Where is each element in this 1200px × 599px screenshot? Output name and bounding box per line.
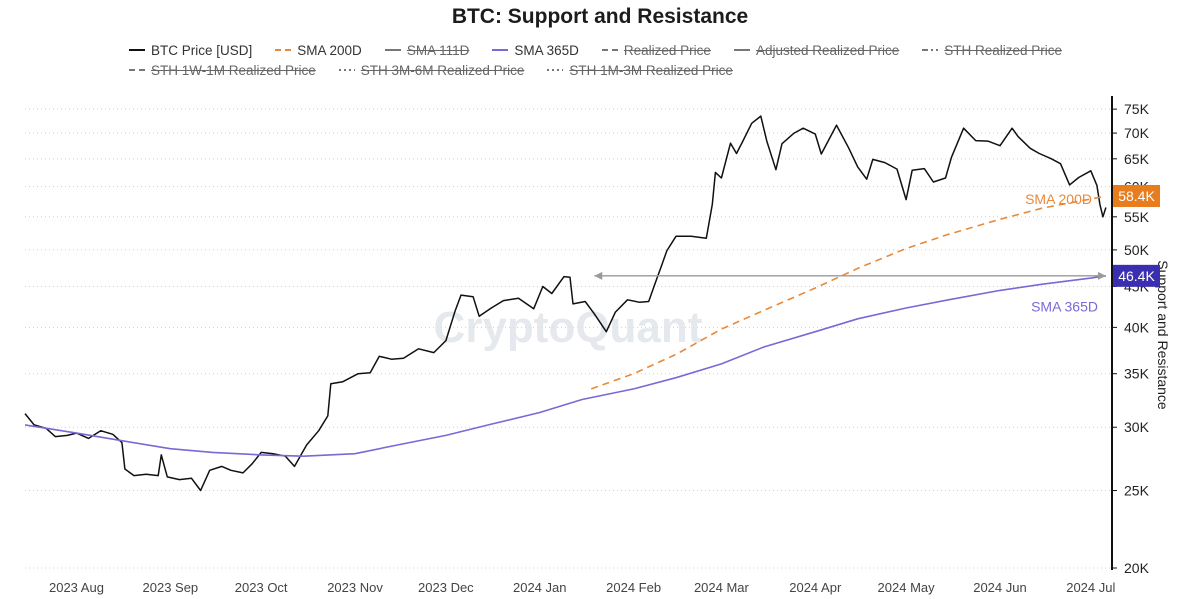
y-tick-label: 70K (1124, 125, 1150, 141)
x-tick-label: 2024 Jul (1066, 580, 1115, 595)
series-annotation-sma-200d: SMA 200D (1025, 191, 1092, 207)
value-badge-label: 46.4K (1118, 268, 1155, 284)
x-tick-label: 2024 May (878, 580, 936, 595)
series-line-sma-200d (590, 195, 1107, 390)
legend-label: Realized Price (623, 42, 711, 58)
x-tick-label: 2024 Jun (973, 580, 1027, 595)
legend-item-btc-price-usd[interactable]: BTC Price [USD] (128, 43, 252, 58)
legend-label: STH 3M-6M Realized Price (360, 62, 525, 78)
legend-item-realized-price[interactable]: Realized Price (601, 43, 711, 58)
reference-arrowhead-right (1097, 271, 1106, 280)
value-badge-58-4k (1113, 184, 1160, 207)
legend-swatch (492, 49, 509, 51)
y-tick-label: 20K (1124, 560, 1150, 576)
legend-label: STH 1W-1M Realized Price (151, 62, 316, 78)
legend-item-sth-3m-6m-realized-price[interactable]: STH 3M-6M Realized Price (338, 62, 525, 78)
series-line-btc-price-usd (24, 115, 1107, 492)
legend-label: STH Realized Price (944, 42, 1063, 58)
legend-swatch (129, 69, 145, 71)
value-badge-label: 58.4K (1118, 188, 1155, 204)
axes: 20K25K30K35K40K45K50K55K60K65K70K75K2023… (49, 96, 1171, 595)
x-tick-label: 2023 Oct (235, 580, 288, 595)
legend-swatch (601, 49, 618, 51)
legend-label: BTC Price [USD] (151, 42, 253, 58)
legend-item-sth-1w-1m-realized-price[interactable]: STH 1W-1M Realized Price (128, 63, 316, 78)
x-tick-label: 2023 Sep (143, 580, 199, 595)
value-badge-46-4k (1113, 264, 1160, 287)
legend-item-sth-realized-price[interactable]: STH Realized Price (921, 43, 1062, 58)
series-annotation-sma-365d: SMA 365D (1031, 298, 1098, 314)
x-tick-label: 2023 Nov (327, 580, 383, 595)
reference-arrowhead-left (594, 271, 603, 280)
y-tick-label: 30K (1124, 419, 1150, 435)
legend-swatch (384, 49, 401, 51)
legend-label: STH 1M-3M Realized Price (569, 62, 733, 78)
legend-item-sth-1m-3m-realized-price[interactable]: STH 1M-3M Realized Price (546, 63, 733, 78)
chart-title: BTC: Support and Resistance (451, 5, 749, 28)
legend-item-adjusted-realized-price[interactable]: Adjusted Realized Price (733, 43, 899, 58)
legend-row: STH 1W-1M Realized Price STH 3M-6M Realiz… (128, 60, 1108, 80)
y-tick-label: 75K (1124, 101, 1150, 117)
legend-label: SMA 365D (514, 42, 579, 58)
y-tick-label: 25K (1124, 483, 1150, 499)
legend-swatch (733, 49, 750, 51)
legend-row: BTC Price [USD] SMA 200D SMA 111D SMA 365D R… (128, 40, 1108, 60)
x-tick-label: 2023 Aug (49, 580, 104, 595)
y-tick-label: 40K (1124, 319, 1150, 335)
y-tick-label: 35K (1124, 366, 1150, 382)
x-tick-label: 2024 Mar (694, 580, 750, 595)
series-lines (24, 115, 1107, 492)
legend-swatch (129, 49, 145, 51)
watermark-text: CryptoQuant (434, 303, 703, 352)
legend-item-sma-200d[interactable]: SMA 200D (274, 43, 362, 58)
legend-swatch (922, 49, 939, 51)
legend-label: SMA 200D (297, 42, 362, 58)
legend-item-sma-111d[interactable]: SMA 111D (384, 42, 470, 58)
legend-swatch (275, 49, 292, 51)
x-tick-label: 2024 Apr (789, 580, 842, 595)
legend-item-sma-365d[interactable]: SMA 365D (491, 43, 579, 58)
y-tick-label: 55K (1124, 209, 1150, 225)
legend-label: SMA 111D (406, 42, 470, 58)
x-tick-label: 2024 Feb (606, 580, 661, 595)
y-tick-label: 65K (1124, 151, 1150, 167)
x-tick-label: 2023 Dec (418, 580, 474, 595)
reference-line (594, 271, 1106, 280)
series-line-sma-365d (24, 275, 1107, 457)
legend-label: Adjusted Realized Price (755, 42, 900, 58)
y-axis-title: Support and Resistance (1155, 260, 1171, 410)
chart-legend: BTC Price [USD] SMA 200D SMA 111D SMA 365D R… (128, 40, 1108, 80)
y-tick-label: 50K (1124, 242, 1150, 258)
x-tick-label: 2024 Jan (513, 580, 567, 595)
annotations: SMA 200D SMA 365D 58.4K 46.4K (1025, 184, 1160, 314)
